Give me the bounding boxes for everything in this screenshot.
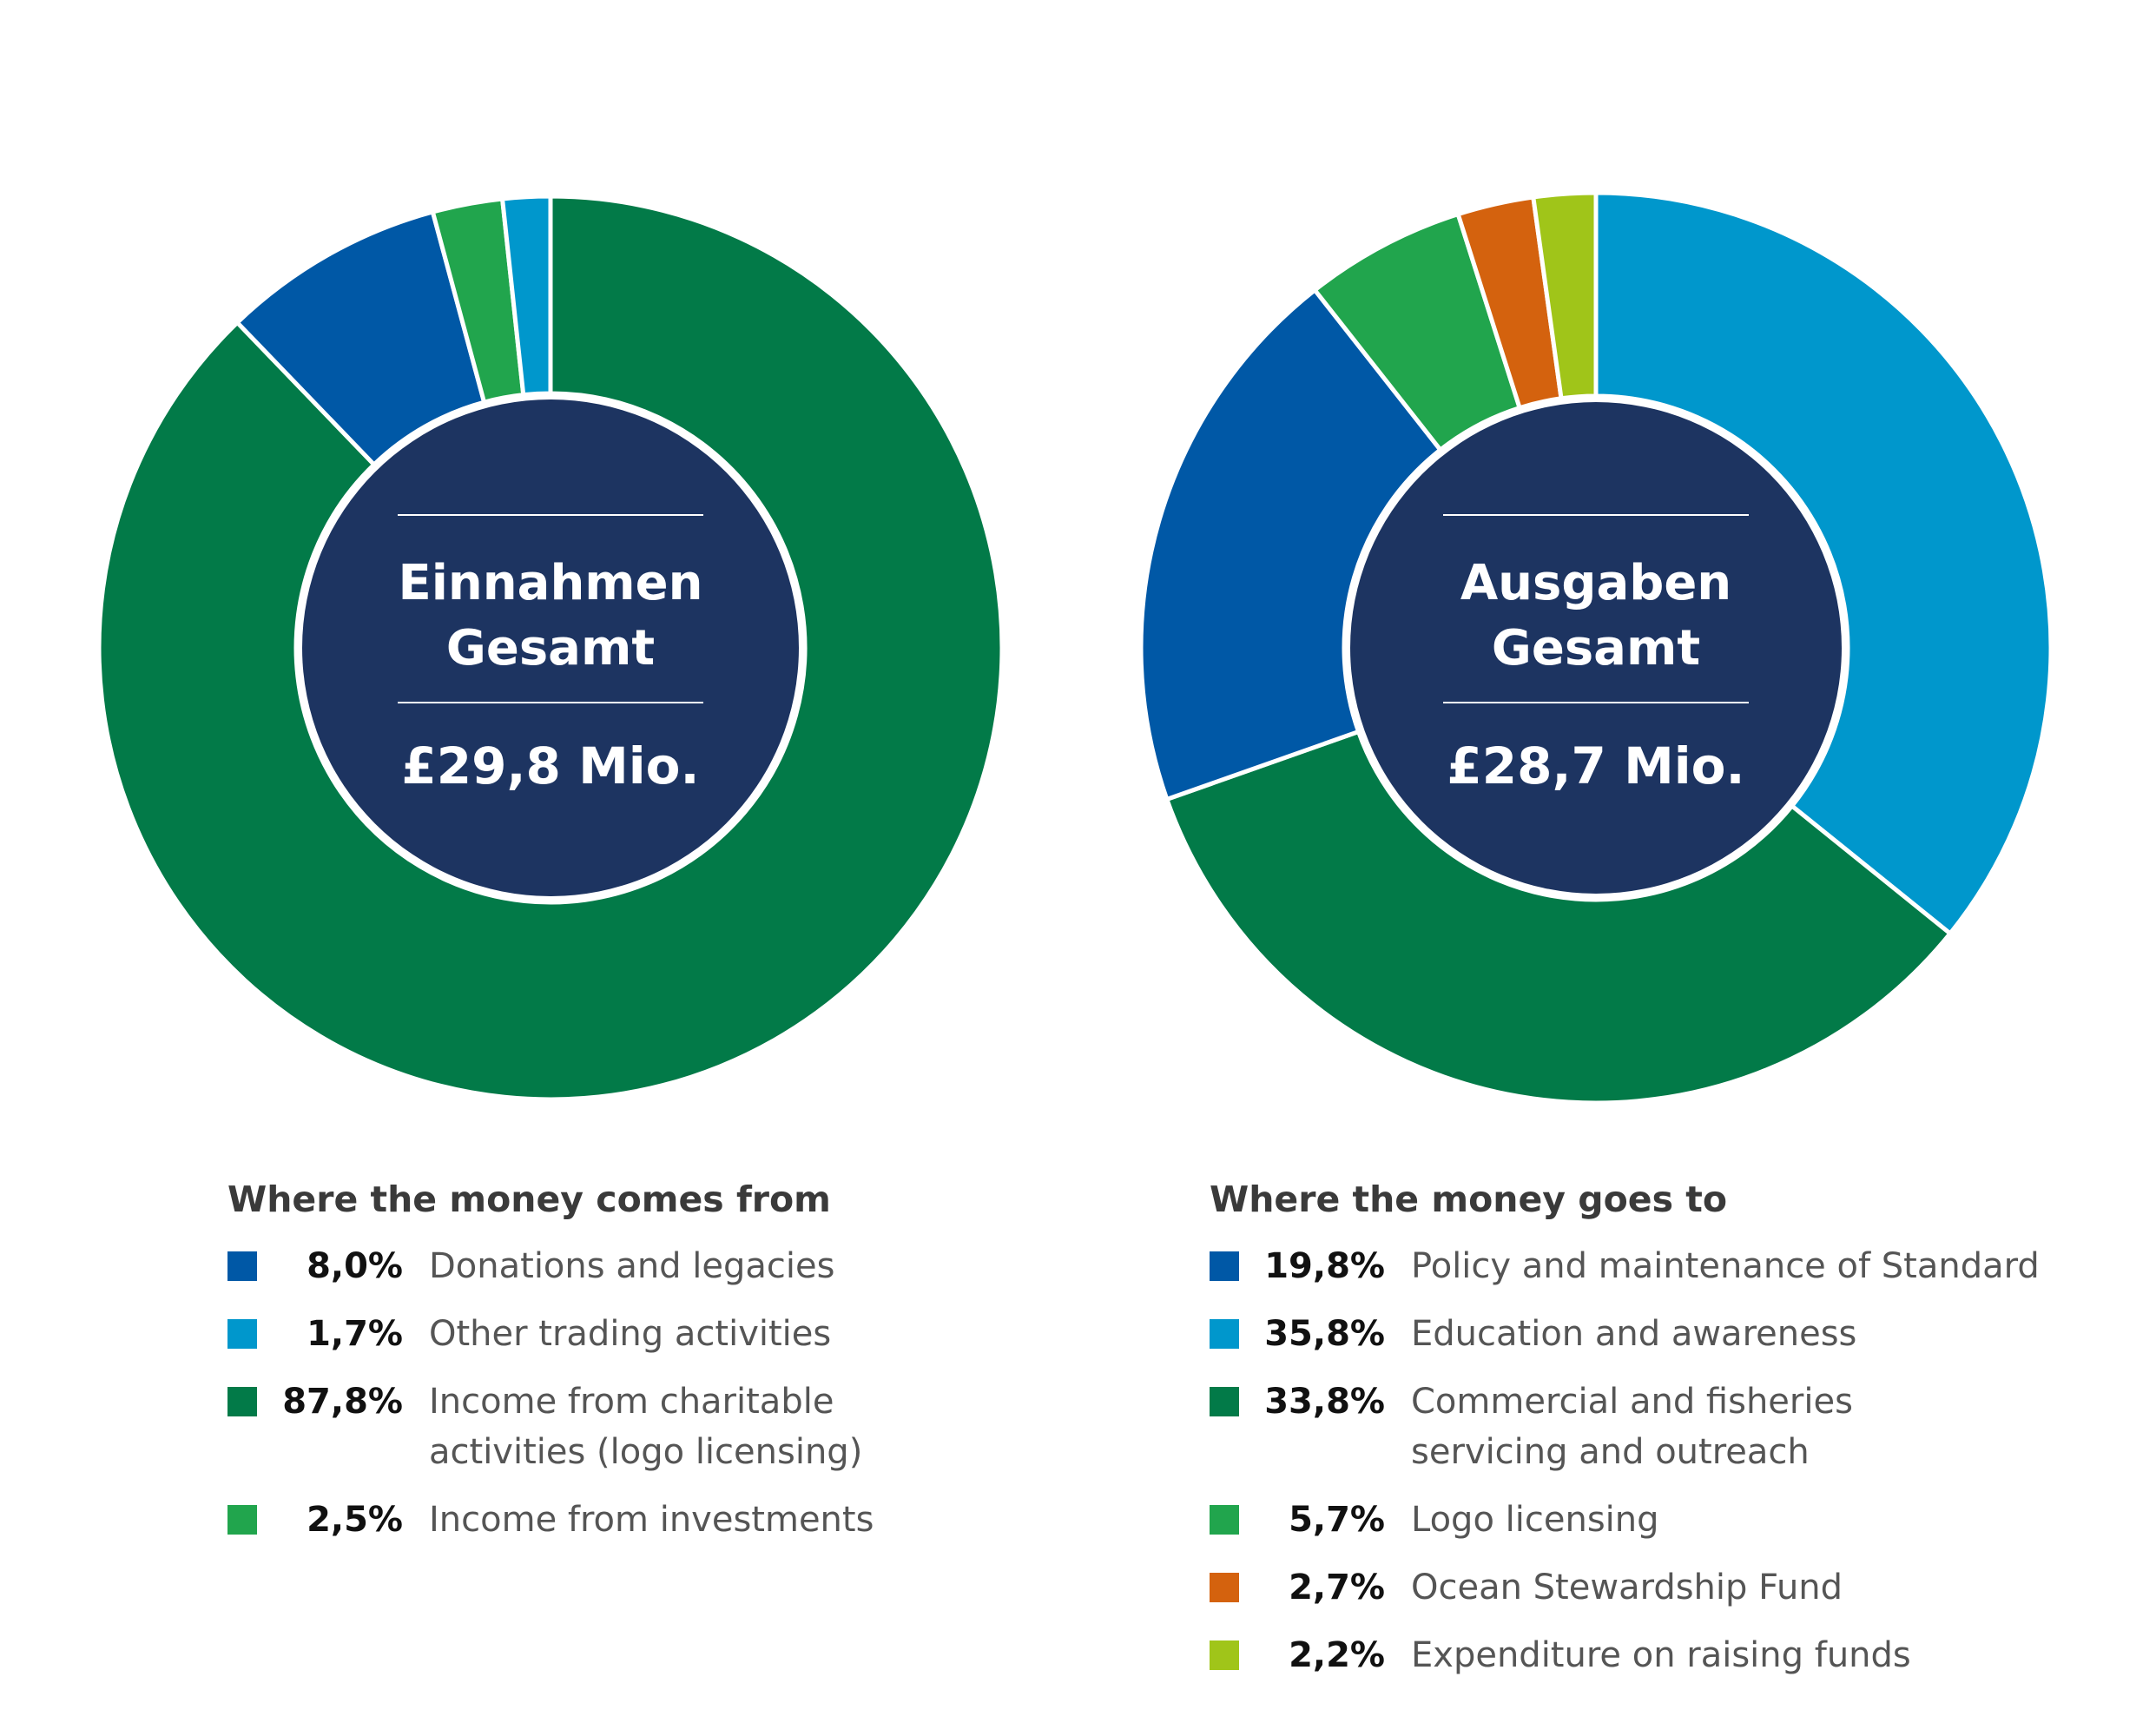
legend-percentage: 33,8% [1264,1382,1385,1422]
expenditure-donut-chart: Ausgaben Gesamt £28,7 Mio. [1138,190,2054,1106]
expenditure-center-total: £28,7 Mio. [1447,736,1744,795]
legend-swatch [1210,1251,1239,1281]
legend-percentage: 19,8% [1264,1246,1385,1286]
income-legend-items: 8,0% Donations and legacies 1,7% Other trad… [227,1241,1009,1545]
income-center-title-line-2: Gesamt [446,620,655,677]
expenditure-legend: Where the money goes to 19,8% Policy and … [1210,1177,2130,1698]
expenditure-legend-title: Where the money goes to [1210,1178,1728,1220]
legend-label: Commercial and fisheries servicing and o… [1411,1382,1853,1472]
legend-swatch [227,1505,257,1535]
legend-swatch [1210,1573,1239,1602]
legend-label: Expenditure on raising funds [1411,1635,1911,1675]
legend-label: Education and awareness [1411,1314,1857,1354]
legend-label: Income from charitable activities (logo … [429,1382,863,1472]
legend-label: Donations and legacies [429,1246,835,1286]
expenditure-legend-items: 19,8% Policy and maintenance of Standard 3… [1210,1241,2130,1680]
legend-label: Ocean Stewardship Fund [1411,1568,1843,1607]
expenditure-legend-item: 33,8% Commercial and fisheries servicing … [1210,1376,2130,1477]
income-legend-item: 87,8% Income from charitable activities (… [227,1376,1009,1477]
legend-percentage: 2,7% [1289,1568,1385,1607]
legend-percentage: 8,0% [307,1246,403,1286]
expenditure-legend-item: 5,7% Logo licensing [1210,1495,2130,1545]
income-center-disc [302,399,799,896]
legend-percentage: 35,8% [1264,1314,1385,1354]
income-donut-chart: Einnahmen Gesamt £29,8 Mio. [96,194,1005,1102]
income-center-total: £29,8 Mio. [401,736,699,795]
legend-swatch [227,1387,257,1416]
legend-swatch [1210,1505,1239,1535]
legend-swatch [1210,1319,1239,1349]
legend-percentage: 2,2% [1289,1635,1385,1675]
expenditure-legend-item: 19,8% Policy and maintenance of Standard [1210,1241,2130,1291]
legend-percentage: 2,5% [307,1500,403,1540]
legend-label: Policy and maintenance of Standard [1411,1246,2040,1286]
legend-label: Logo licensing [1411,1500,1659,1540]
income-legend-title: Where the money comes from [227,1178,831,1220]
legend-swatch [1210,1387,1239,1416]
expenditure-center-title-line-1: Ausgaben [1460,555,1731,611]
income-legend-item: 8,0% Donations and legacies [227,1241,1009,1291]
legend-percentage: 1,7% [307,1314,403,1354]
income-center-title-line-1: Einnahmen [398,555,702,611]
income-legend-item: 1,7% Other trading activities [227,1309,1009,1359]
expenditure-center-disc [1350,402,1842,894]
expenditure-legend-item: 2,7% Ocean Stewardship Fund [1210,1562,2130,1613]
income-legend-item: 2,5% Income from investments [227,1495,1009,1545]
income-legend: Where the money comes from 8,0% Donations… [227,1177,1009,1562]
legend-swatch [227,1251,257,1281]
legend-percentage: 5,7% [1289,1500,1385,1540]
legend-swatch [227,1319,257,1349]
expenditure-center-title-line-2: Gesamt [1492,620,1700,677]
legend-label: Income from investments [429,1500,874,1540]
expenditure-legend-item: 35,8% Education and awareness [1210,1309,2130,1359]
expenditure-legend-item: 2,2% Expenditure on raising funds [1210,1630,2130,1680]
legend-swatch [1210,1640,1239,1670]
legend-label: Other trading activities [429,1314,832,1354]
legend-percentage: 87,8% [282,1382,403,1422]
